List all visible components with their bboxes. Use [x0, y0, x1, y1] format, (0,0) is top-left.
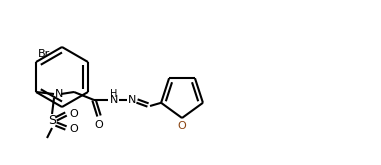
Text: O: O [178, 121, 186, 131]
Text: O: O [94, 120, 103, 130]
Text: N: N [55, 89, 63, 99]
Text: S: S [48, 114, 56, 127]
Text: Br: Br [38, 49, 50, 59]
Text: N: N [128, 95, 136, 105]
Text: N: N [110, 95, 118, 105]
Text: H: H [110, 89, 118, 99]
Text: O: O [69, 109, 78, 119]
Text: O: O [69, 124, 78, 134]
